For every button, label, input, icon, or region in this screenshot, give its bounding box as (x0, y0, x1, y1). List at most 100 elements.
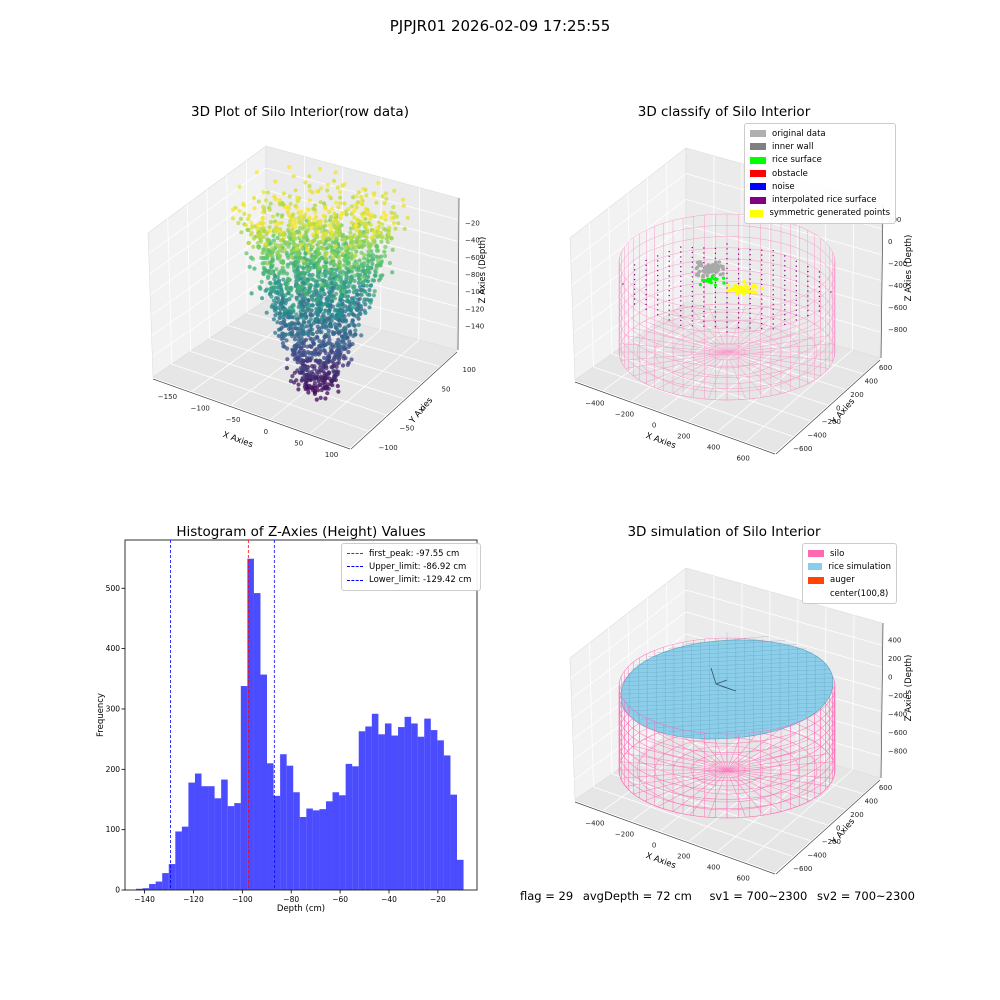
scan-point (296, 285, 301, 290)
interpolated-point (668, 299, 670, 302)
y-tick-label: −100 (379, 444, 398, 452)
interpolated-point (830, 291, 832, 293)
hist-bar (404, 716, 412, 890)
interpolated-point (714, 301, 717, 303)
scan-point (357, 229, 362, 234)
scan-point (331, 375, 337, 380)
legend-item-interpolated: interpolated rice surface (750, 193, 890, 206)
scan-point (290, 224, 295, 229)
interpolated-point (784, 289, 786, 291)
scan-point (251, 244, 256, 249)
scan-point (299, 213, 304, 218)
x-tick-label: −20 (430, 895, 446, 904)
legend-label: interpolated rice surface (772, 195, 877, 206)
scan-point (317, 329, 323, 334)
scan-point (255, 227, 260, 232)
scan-point (283, 293, 288, 298)
scan-point (300, 313, 306, 318)
interpolated-point (726, 316, 728, 318)
interpolated-point (795, 319, 797, 321)
y-tick-label: −400 (807, 432, 826, 440)
interpolated-point (784, 260, 786, 262)
x-tick-label: −100 (191, 405, 210, 413)
scan-point (287, 332, 292, 337)
plot4-legend: silo rice simulation auger center(100,8) (802, 543, 897, 605)
hist-axes: −140 −120 −100 −80 −60 −40 −20 0 100 200 300 400 500… (96, 539, 478, 914)
interpolated-point (818, 290, 821, 293)
scan-point (336, 249, 341, 254)
silo-floor-ring (618, 303, 836, 401)
scan-point (332, 280, 337, 285)
interpolated-point (784, 274, 786, 277)
scan-point (343, 326, 348, 331)
hist-bar (221, 779, 228, 890)
hist-bar (234, 803, 241, 890)
scan-point (301, 259, 306, 264)
legend-item-inner-wall: inner wall (750, 140, 890, 153)
plot2-legend: original data inner wall rice surface ob… (744, 123, 896, 225)
scan-point (276, 327, 281, 332)
legend-line (347, 566, 363, 568)
legend-item-center: center(100,8) (808, 587, 891, 600)
hist-bar (273, 795, 281, 890)
scan-point (345, 362, 350, 367)
scan-point (303, 180, 308, 185)
scan-point (306, 390, 311, 395)
scan-point (329, 365, 334, 370)
scan-point (290, 254, 295, 260)
scan-point (296, 321, 301, 326)
scan-point (249, 230, 254, 235)
scan-point (367, 305, 372, 310)
interpolated-point (668, 255, 670, 258)
scan-point (275, 320, 280, 325)
rice-surface-point (710, 274, 715, 278)
scan-point (344, 270, 349, 275)
scan-point (317, 365, 322, 371)
interpolated-point (633, 293, 636, 295)
hist-bar (227, 806, 235, 890)
interpolated-point (668, 290, 670, 292)
interpolated-point (691, 290, 693, 293)
scan-point (276, 243, 281, 248)
scan-point (309, 344, 314, 349)
z-tick-label: −400 (888, 711, 907, 719)
scan-point (379, 215, 384, 220)
scan-point (353, 223, 358, 228)
hist-ylabel: Frequency (96, 693, 106, 737)
scan-point (295, 252, 301, 257)
scan-point (323, 256, 328, 261)
scan-point (303, 212, 308, 217)
scan-point (333, 170, 338, 175)
scan-point (341, 345, 346, 351)
scan-point (276, 333, 281, 338)
interpolated-point (668, 314, 670, 316)
interpolated-point (737, 282, 740, 285)
legend-label: auger (830, 575, 855, 586)
interpolated-point (680, 251, 682, 253)
scan-point (325, 236, 331, 241)
scan-point (349, 256, 354, 261)
scan-point (323, 223, 328, 228)
rice-mesh-line (656, 719, 798, 728)
scan-point (299, 353, 304, 358)
x-tick-label: −80 (283, 895, 299, 904)
scan-point (345, 295, 350, 300)
scan-point (349, 251, 354, 256)
interpolated-point (795, 270, 797, 272)
y-tick-label: 0 (115, 886, 120, 895)
scan-point (346, 255, 351, 260)
scan-point (310, 388, 316, 393)
interpolated-point (818, 300, 821, 302)
interpolated-point (726, 267, 728, 270)
scan-point (273, 330, 278, 335)
scan-point (336, 389, 341, 394)
scan-point (306, 227, 311, 232)
symmetric-point (732, 284, 737, 288)
scan-point (293, 224, 298, 229)
interpolated-point (772, 318, 774, 320)
scan-point (317, 265, 322, 270)
scan-point (335, 341, 340, 346)
interpolated-point (657, 260, 659, 262)
interpolated-point (680, 270, 682, 273)
interpolated-point (818, 271, 821, 273)
